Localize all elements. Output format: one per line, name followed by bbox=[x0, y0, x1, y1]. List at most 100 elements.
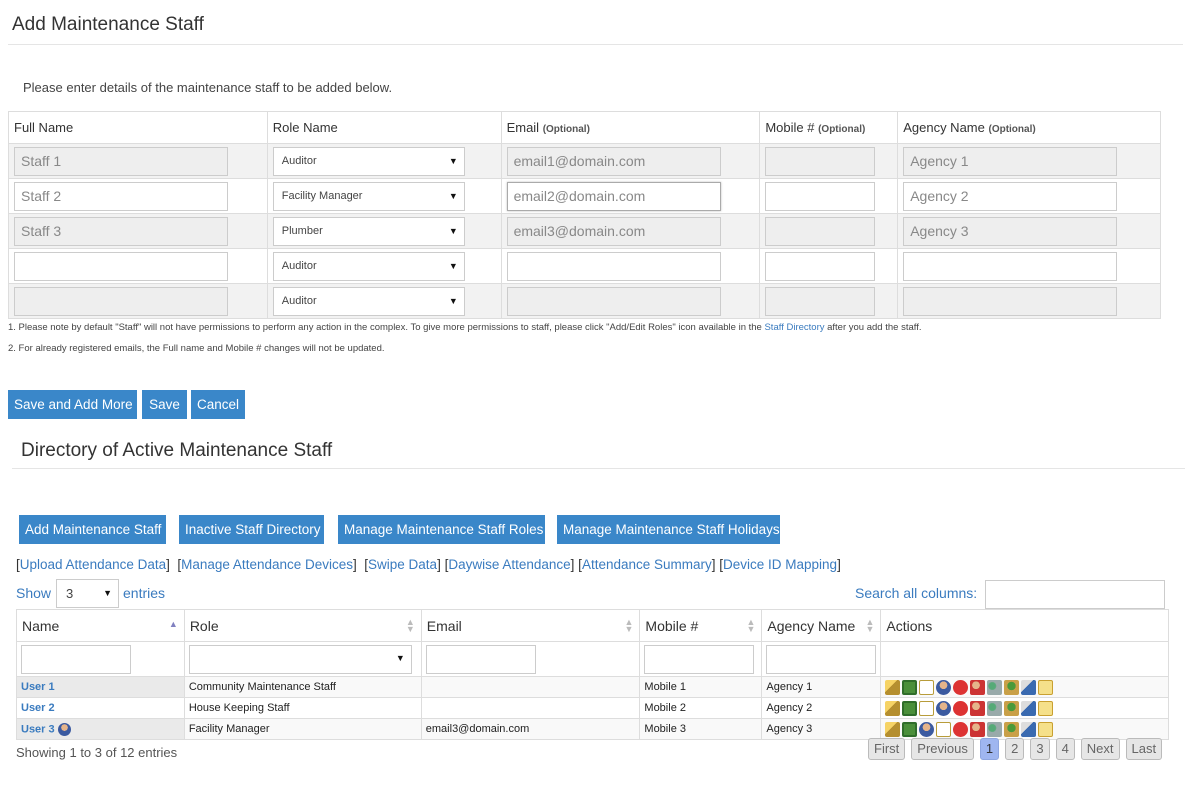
notes-icon[interactable] bbox=[1038, 700, 1054, 716]
role-filter-select[interactable]: ▼ bbox=[188, 644, 412, 674]
user-name-link[interactable]: User 2 bbox=[21, 702, 55, 714]
assign-icon[interactable] bbox=[1021, 700, 1037, 716]
mail-icon[interactable] bbox=[919, 679, 935, 695]
previous-page-button[interactable]: Previous bbox=[911, 738, 974, 760]
add-maintenance-staff-button[interactable]: Add Maintenance Staff bbox=[19, 515, 166, 544]
role-select[interactable]: Auditor ▼ bbox=[272, 146, 465, 176]
save-and-add-more-button[interactable]: Save and Add More bbox=[8, 390, 137, 419]
role-select[interactable]: Auditor ▼ bbox=[272, 286, 465, 316]
agency-filter-input[interactable] bbox=[766, 644, 877, 674]
page-3-button[interactable]: 3 bbox=[1030, 738, 1050, 760]
last-page-button[interactable]: Last bbox=[1125, 738, 1163, 760]
attendance-icon[interactable] bbox=[987, 679, 1003, 695]
agency-input[interactable]: Agency 2 bbox=[903, 181, 1118, 211]
agency-input[interactable] bbox=[903, 251, 1118, 281]
agency-input[interactable]: Agency 3 bbox=[903, 216, 1118, 246]
email-input[interactable] bbox=[506, 251, 721, 281]
delete-user-icon[interactable] bbox=[970, 679, 986, 695]
mail-icon[interactable] bbox=[919, 700, 935, 716]
manage-staff-roles-button[interactable]: Manage Maintenance Staff Roles bbox=[338, 515, 545, 544]
full-name-input[interactable]: Staff 3 bbox=[14, 216, 228, 246]
upload-attendance-link[interactable]: Upload Attendance Data bbox=[19, 557, 167, 572]
agency-input[interactable]: Agency 1 bbox=[903, 146, 1118, 176]
show-label: Show bbox=[16, 585, 52, 601]
col-role[interactable]: Role ▲ ▼ bbox=[183, 609, 422, 642]
page-4-button[interactable]: 4 bbox=[1055, 738, 1075, 760]
agency-input[interactable] bbox=[903, 286, 1118, 316]
email-input[interactable]: email2@domain.com bbox=[506, 181, 721, 211]
search-input[interactable] bbox=[985, 580, 1165, 609]
view-icon[interactable] bbox=[902, 679, 918, 695]
mobile-input[interactable] bbox=[765, 216, 876, 246]
deactivate-icon[interactable] bbox=[953, 721, 969, 737]
table-row: User 1 Community Maintenance Staff Mobil… bbox=[16, 676, 1169, 698]
full-name-input[interactable]: Staff 2 bbox=[14, 181, 228, 211]
page-1-button[interactable]: 1 bbox=[979, 738, 1000, 760]
name-filter-input[interactable] bbox=[21, 644, 131, 674]
directory-title: Directory of Active Maintenance Staff bbox=[21, 440, 333, 461]
col-agency: Agency Name (Optional) bbox=[897, 111, 1161, 144]
manage-staff-holidays-button[interactable]: Manage Maintenance Staff Holidays bbox=[557, 515, 780, 544]
role-select[interactable]: Auditor ▼ bbox=[272, 251, 465, 281]
edit-icon[interactable] bbox=[885, 679, 901, 695]
delete-user-icon[interactable] bbox=[970, 721, 986, 737]
add-staff-row: Staff 2 Facility Manager ▼ email2@domain.… bbox=[8, 178, 1161, 214]
inactive-staff-directory-button[interactable]: Inactive Staff Directory bbox=[179, 515, 324, 544]
page-2-button[interactable]: 2 bbox=[1005, 738, 1025, 760]
add-edit-roles-icon[interactable] bbox=[1004, 700, 1020, 716]
edit-icon[interactable] bbox=[885, 721, 901, 737]
col-agency[interactable]: Agency Name ▲ ▼ bbox=[761, 609, 882, 642]
add-edit-roles-icon[interactable] bbox=[1004, 679, 1020, 695]
user-name-link[interactable]: User 1 bbox=[21, 681, 55, 693]
notes-icon[interactable] bbox=[1038, 721, 1054, 737]
full-name-input[interactable]: Staff 1 bbox=[14, 146, 228, 176]
full-name-input[interactable] bbox=[14, 286, 228, 316]
full-name-input[interactable] bbox=[14, 251, 228, 281]
save-button[interactable]: Save bbox=[142, 390, 187, 419]
add-edit-roles-icon[interactable] bbox=[1004, 721, 1020, 737]
mobile-input[interactable] bbox=[765, 146, 876, 176]
daywise-attendance-link[interactable]: Daywise Attendance bbox=[448, 557, 571, 572]
directory-divider bbox=[12, 468, 1185, 469]
view-icon[interactable] bbox=[902, 700, 918, 716]
attendance-icon[interactable] bbox=[987, 721, 1003, 737]
mail-icon[interactable] bbox=[936, 721, 952, 737]
user-icon[interactable] bbox=[936, 700, 952, 716]
assign-icon[interactable] bbox=[1021, 679, 1037, 695]
email-input[interactable]: email3@domain.com bbox=[506, 216, 721, 246]
col-name[interactable]: Name ▲ bbox=[16, 609, 185, 642]
mobile-input[interactable] bbox=[765, 251, 876, 281]
col-email[interactable]: Email ▲ ▼ bbox=[420, 609, 641, 642]
delete-user-icon[interactable] bbox=[970, 700, 986, 716]
mobile-input[interactable] bbox=[765, 286, 876, 316]
mobile-filter-input[interactable] bbox=[644, 644, 755, 674]
view-icon[interactable] bbox=[902, 721, 918, 737]
cancel-button[interactable]: Cancel bbox=[191, 390, 245, 419]
attendance-summary-link[interactable]: Attendance Summary bbox=[581, 557, 712, 572]
attendance-icon[interactable] bbox=[987, 700, 1003, 716]
deactivate-icon[interactable] bbox=[953, 679, 969, 695]
device-mapping-link[interactable]: Device ID Mapping bbox=[723, 557, 838, 572]
email-input[interactable]: email1@domain.com bbox=[506, 146, 721, 176]
manage-devices-link[interactable]: Manage Attendance Devices bbox=[181, 557, 354, 572]
edit-icon[interactable] bbox=[885, 700, 901, 716]
notes-icon[interactable] bbox=[1038, 679, 1054, 695]
user-icon[interactable] bbox=[936, 679, 952, 695]
role-select[interactable]: Facility Manager ▼ bbox=[272, 181, 465, 211]
pagination: First Previous 1 2 3 4 Next Last bbox=[868, 738, 1163, 760]
swipe-data-link[interactable]: Swipe Data bbox=[368, 557, 438, 572]
role-select[interactable]: Plumber ▼ bbox=[272, 216, 465, 246]
title-divider bbox=[8, 44, 1183, 45]
next-page-button[interactable]: Next bbox=[1080, 738, 1120, 760]
assign-icon[interactable] bbox=[1021, 721, 1037, 737]
user-icon[interactable] bbox=[919, 721, 935, 737]
staff-directory-link[interactable]: Staff Directory bbox=[764, 322, 825, 333]
email-filter-input[interactable] bbox=[425, 644, 536, 674]
deactivate-icon[interactable] bbox=[953, 700, 969, 716]
col-mobile[interactable]: Mobile # ▲ ▼ bbox=[639, 609, 763, 642]
email-input[interactable] bbox=[506, 286, 721, 316]
user-name-link[interactable]: User 3 bbox=[21, 722, 55, 735]
first-page-button[interactable]: First bbox=[868, 738, 906, 760]
page-length-select[interactable]: 3 ▼ bbox=[56, 579, 119, 608]
mobile-input[interactable] bbox=[765, 181, 876, 211]
